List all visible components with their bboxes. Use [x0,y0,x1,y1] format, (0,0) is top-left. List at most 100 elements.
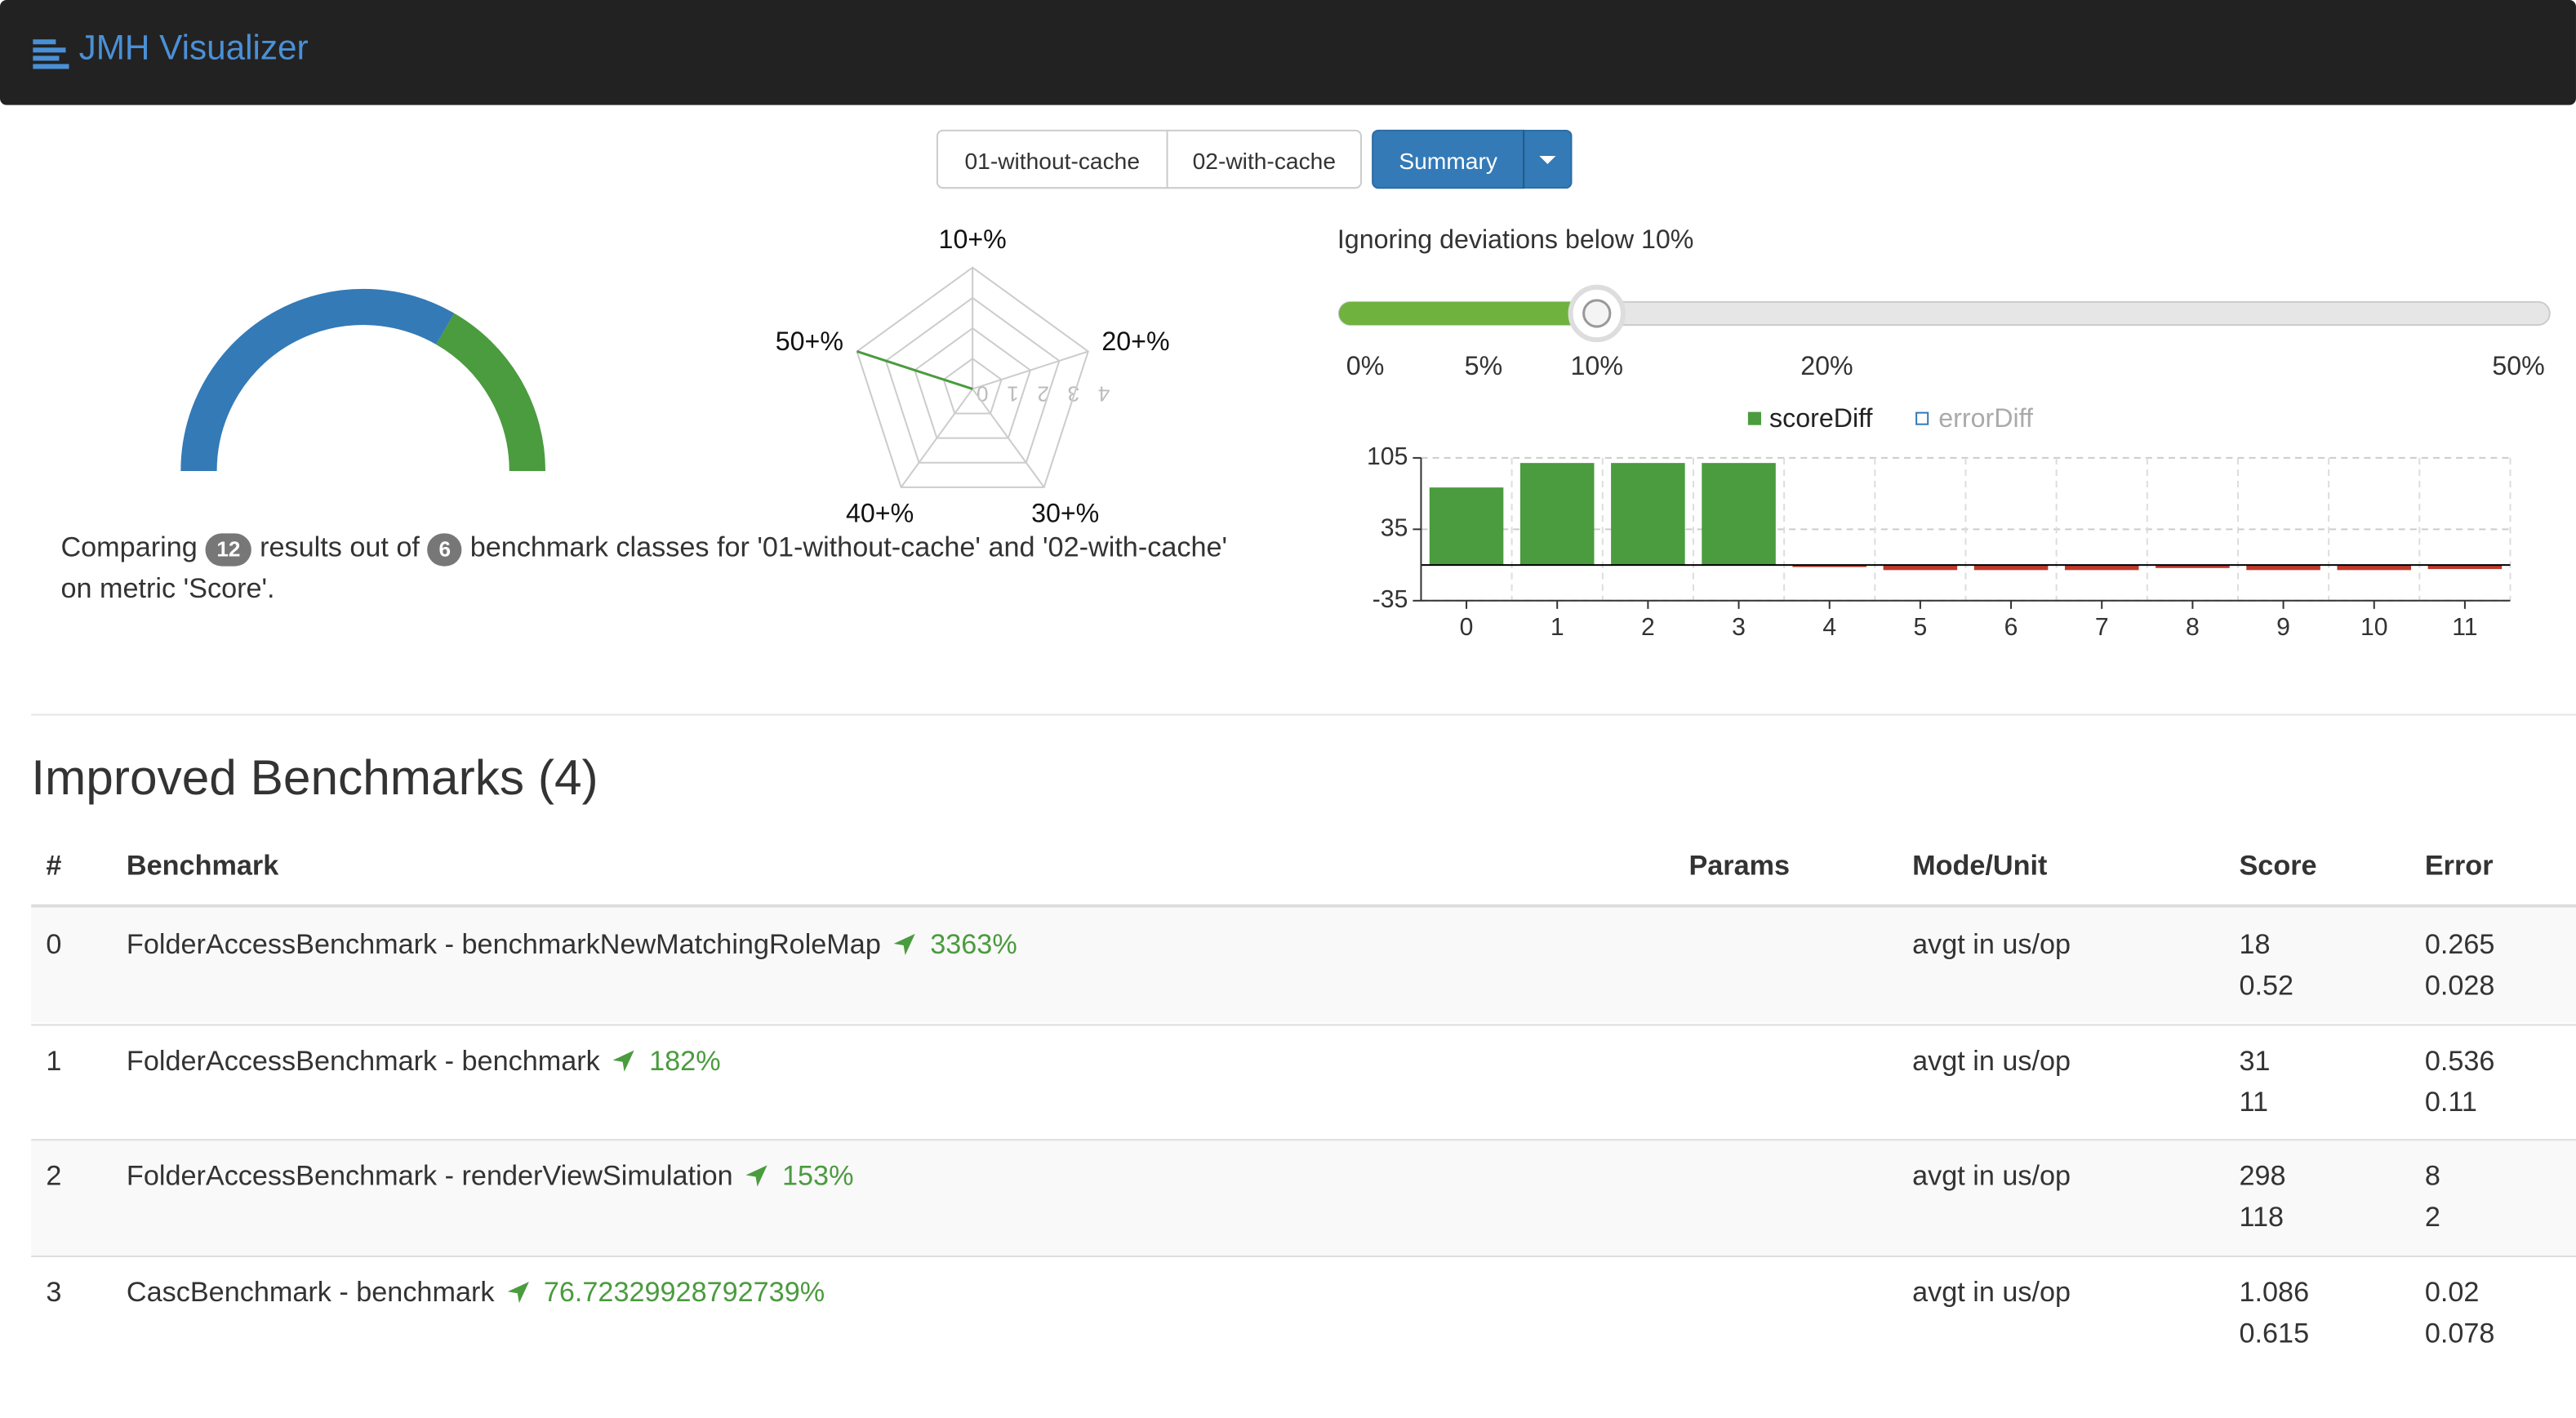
score: 31 [2239,1044,2271,1076]
mode: avgt in us/op [1912,1276,2071,1308]
benchmark: CascBenchmark - benchmark [126,1276,495,1308]
divider [31,713,2576,716]
slider-tick-label: 0% [1346,351,1385,380]
radar-axis-label: 50+% [776,327,843,356]
slider-tick-label: 5% [1465,351,1503,380]
legend-label: scoreDiff [1769,403,1872,433]
radar-axis-label: 10+% [939,224,1007,254]
error: 0.11 [2424,1085,2477,1118]
benchmark: FolderAccessBenchmark - renderViewSimula… [126,1160,733,1192]
radar-axis-label: 30+% [1031,498,1099,527]
score: 18 [2239,928,2271,961]
x-tick-label: 10 [2360,614,2388,641]
bar [1429,487,1504,566]
score: 0.615 [2239,1317,2310,1349]
x-tick-label: 1 [1550,614,1564,641]
dropdown-toggle[interactable] [1523,129,1573,189]
radar-grid [884,296,1061,464]
bar [1792,565,1866,567]
column-header: Params [1688,850,1791,882]
slider-tick-label: 10% [1571,351,1623,380]
radar-grid [914,327,1032,439]
radar-tick-label: 4 [1098,382,1110,407]
improved-icon [893,933,916,956]
score: 298 [2239,1160,2286,1192]
y-tick-label: 35 [1381,514,1408,541]
radar-tick-label: 0 [977,382,989,407]
bar [1883,565,1958,571]
x-tick-label: 5 [1913,614,1927,641]
row-index: 1 [46,1044,62,1076]
legend-label: errorDiff [1938,403,2033,433]
table-row [31,1139,2576,1256]
score: 1.086 [2239,1276,2310,1308]
x-tick-label: 0 [1460,614,1474,641]
error: 0.536 [2424,1044,2495,1076]
radar-axis [900,388,973,488]
bar [2427,565,2503,570]
mode: avgt in us/op [1912,928,2071,961]
legend-swatch [1915,411,1929,425]
error: 0.02 [2424,1276,2480,1308]
improved-icon [612,1049,635,1071]
x-tick-label: 3 [1732,614,1746,641]
app-title[interactable]: JMH Visualizer [78,29,309,68]
benchmark: FolderAccessBenchmark - benchmarkNewMatc… [126,928,881,961]
bar [1702,463,1776,566]
slider-label: Ignoring deviations below 10% [1337,224,1694,254]
radar-axis-label: 20+% [1101,327,1169,356]
section-title: Improved Benchmarks (4) [31,751,598,807]
x-tick-label: 9 [2276,614,2290,641]
error: 0.078 [2424,1317,2495,1349]
y-tick-label: 105 [1367,443,1408,470]
bar [2064,565,2139,571]
row-index: 3 [46,1276,62,1308]
column-header: # [46,850,62,882]
slider-tick-label: 20% [1800,351,1853,380]
change: 76.72329928792739% [543,1276,825,1308]
bar [2337,565,2412,571]
charts: 0 1 2 3 410+%20+%30+%40+%50+%Ignoring deviat… [180,224,2551,641]
benchmark-name: FolderAccessBenchmark - renderViewSimula… [127,1155,854,1196]
error: 2 [2424,1201,2440,1233]
summary-button[interactable]: Summary [1372,129,1525,189]
column-header: Mode/Unit [1912,850,2048,882]
change: 3363% [930,928,1017,961]
change: 153% [782,1160,854,1192]
bar [1519,463,1595,566]
change: 182% [649,1044,721,1076]
radar-series [856,350,973,390]
summary-text: Comparing 12 results out of 6 benchmark … [60,527,1260,609]
table-row [31,907,2576,1023]
header-border [31,904,2576,908]
column-header: Error [2424,850,2494,882]
slider-fill [1338,301,1597,326]
gauge-segment [435,313,546,472]
run-button[interactable]: 02-with-cache [1166,129,1363,189]
legend-swatch [1747,411,1761,425]
caret [1539,155,1556,165]
error: 8 [2424,1160,2440,1192]
improved-icon [745,1165,767,1187]
slider-track [1337,300,2551,327]
x-tick-label: 4 [1822,614,1836,641]
row-index: 2 [46,1160,62,1192]
column-header: Score [2239,850,2317,882]
text: benchmark classes for '01-without-cache'… [60,531,1228,604]
radar-tick-label: 1 [1007,382,1019,407]
score: 0.52 [2239,970,2294,1002]
radar-axis [972,350,1089,390]
run-button[interactable]: 01-without-cache [936,129,1168,189]
radar-axis [972,388,1045,488]
mode: avgt in us/op [1912,1160,2071,1192]
benchmark: FolderAccessBenchmark - benchmark [126,1044,600,1076]
x-tick-label: 2 [1641,614,1655,641]
y-tick-label: -35 [1373,586,1408,613]
column-header: Benchmark [126,850,279,882]
score: 118 [2239,1201,2285,1233]
bar [1611,463,1685,566]
row-index: 0 [46,928,62,961]
bar [2156,565,2230,568]
